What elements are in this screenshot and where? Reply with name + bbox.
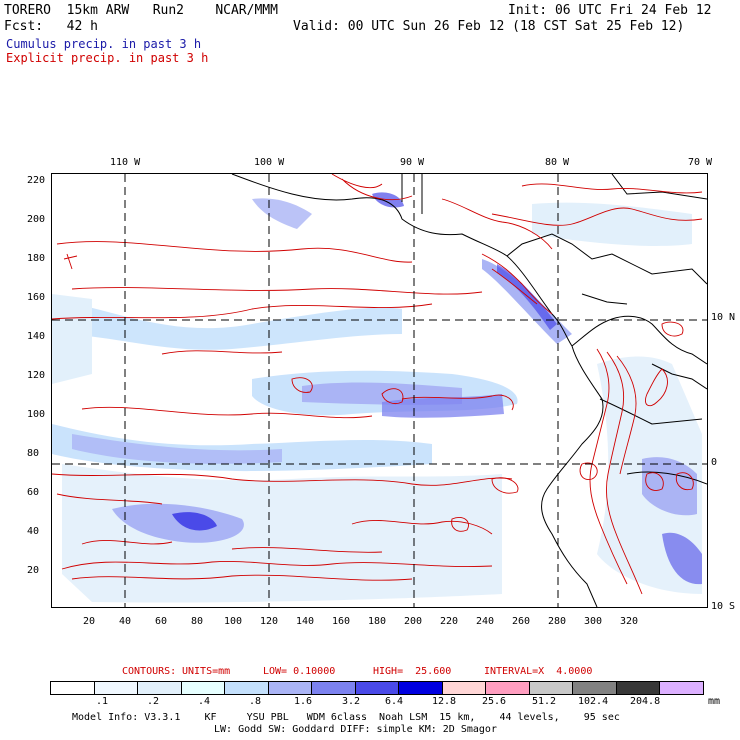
contours-interval: INTERVAL=X 4.0000 [484, 666, 593, 677]
colorbar-swatch [94, 682, 139, 694]
physics-info: LW: Godd SW: Goddard DIFF: simple KM: 2D… [214, 724, 497, 735]
explicit-precip-contours [52, 174, 703, 595]
grid-x-label: 300 [584, 616, 603, 627]
grid-x-label: 220 [440, 616, 459, 627]
colorbar-label: 25.6 [482, 696, 507, 707]
colorbar-swatch [616, 682, 661, 694]
colorbar-swatch [355, 682, 400, 694]
field-label-explicit: Explicit precip. in past 3 h [6, 51, 209, 65]
colorbar-swatch [529, 682, 574, 694]
lat-label: 10 S [711, 601, 736, 612]
forecast-hour: Fcst: 42 h [4, 19, 98, 34]
grid-x-label: 120 [260, 616, 279, 627]
colorbar-swatch [660, 682, 703, 694]
lat-label: 10 N [711, 312, 736, 323]
grid-x-label: 320 [620, 616, 639, 627]
grid-y-label: 100 [27, 409, 46, 420]
colorbar-label: 1.6 [294, 696, 313, 707]
colorbar-swatch [486, 682, 530, 694]
init-time: Init: 06 UTC Fri 24 Feb 12 [508, 3, 712, 18]
colorbar [50, 681, 704, 695]
grid-x-label: 160 [332, 616, 351, 627]
colorbar-swatch [181, 682, 226, 694]
grid-y-label: 220 [27, 175, 46, 186]
colorbar-swatch [573, 682, 617, 694]
grid-y-label: 80 [27, 448, 40, 459]
grid-x-label: 60 [155, 616, 168, 627]
grid-x-label: 80 [191, 616, 204, 627]
colorbar-label: 12.8 [432, 696, 457, 707]
colorbar-label: 204.8 [630, 696, 661, 707]
model-info: Model Info: V3.3.1 KF YSU PBL WDM 6class… [72, 712, 620, 723]
colorbar-swatch [312, 682, 356, 694]
contours-low: LOW= 0.10000 [263, 666, 336, 677]
grid-y-label: 60 [27, 487, 40, 498]
grid-x-label: 140 [296, 616, 315, 627]
grid-x-label: 40 [119, 616, 132, 627]
model-run-title: TORERO 15km ARW Run2 NCAR/MMM [4, 3, 278, 18]
field-label-cumulus: Cumulus precip. in past 3 h [6, 37, 202, 51]
grid-y-label: 40 [27, 526, 40, 537]
grid-x-label: 180 [368, 616, 387, 627]
precip-map [51, 173, 708, 608]
grid-y-label: 20 [27, 565, 40, 576]
grid-x-label: 280 [548, 616, 567, 627]
grid-x-label: 260 [512, 616, 531, 627]
colorbar-label: .4 [198, 696, 211, 707]
grid-x-label: 100 [224, 616, 243, 627]
grid-x-label: 240 [476, 616, 495, 627]
colorbar-label: 51.2 [532, 696, 557, 707]
grid-y-label: 200 [27, 214, 46, 225]
grid-y-label: 120 [27, 370, 46, 381]
latlon-grid [52, 174, 707, 607]
colorbar-swatch [442, 682, 487, 694]
lon-label: 100 W [254, 157, 285, 168]
colorbar-swatch [138, 682, 182, 694]
colorbar-label: 102.4 [578, 696, 609, 707]
contours-label: CONTOURS: [122, 666, 177, 677]
contours-high: HIGH= 25.600 [373, 666, 452, 677]
colorbar-label: .2 [147, 696, 160, 707]
colorbar-label: .8 [249, 696, 262, 707]
valid-time: Valid: 00 UTC Sun 26 Feb 12 (18 CST Sat … [293, 19, 685, 34]
cumulus-precip-field [52, 192, 702, 603]
colorbar-swatch [225, 682, 269, 694]
map-canvas [52, 174, 707, 607]
grid-y-label: 180 [27, 253, 46, 264]
lon-label: 80 W [545, 157, 570, 168]
colorbar-swatch [399, 682, 443, 694]
colorbar-label: 6.4 [385, 696, 404, 707]
lon-label: 70 W [688, 157, 713, 168]
colorbar-label: 3.2 [342, 696, 361, 707]
contours-units: UNITS=mm [182, 666, 231, 677]
grid-x-label: 200 [404, 616, 423, 627]
lon-label: 110 W [110, 157, 141, 168]
colorbar-label: .1 [96, 696, 109, 707]
grid-y-label: 140 [27, 331, 46, 342]
colorbar-swatch [268, 682, 313, 694]
colorbar-unit: mm [708, 696, 721, 707]
lon-label: 90 W [400, 157, 425, 168]
colorbar-swatch [51, 682, 95, 694]
grid-x-label: 20 [83, 616, 96, 627]
lat-label: 0 [711, 457, 718, 468]
grid-y-label: 160 [27, 292, 46, 303]
